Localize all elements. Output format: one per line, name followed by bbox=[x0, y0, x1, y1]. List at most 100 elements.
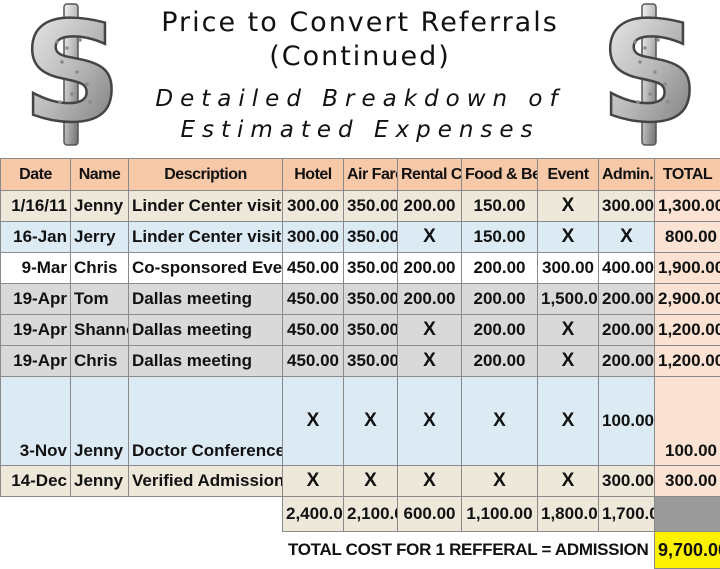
svg-text:S: S bbox=[22, 2, 121, 147]
cell-date: 1/16/11 bbox=[1, 191, 71, 222]
col-header-date: Date bbox=[1, 159, 71, 191]
table-row: 3-Nov Jenny Doctor Conference Call X X X… bbox=[1, 377, 720, 466]
svg-text:S: S bbox=[600, 2, 699, 147]
cell-date: 3-Nov bbox=[1, 377, 71, 466]
table-row: 19-Apr Shannon Dallas meeting 450.00 350… bbox=[1, 315, 720, 346]
cell-food-bev: X bbox=[462, 377, 538, 466]
cell-food-bev: 200.00 bbox=[462, 315, 538, 346]
cell-rental-car: X bbox=[398, 377, 462, 466]
title-line-2: (Continued) bbox=[110, 40, 610, 74]
totals-corner-cell bbox=[655, 497, 720, 532]
cell-hotel: 300.00 bbox=[283, 222, 344, 253]
cell-date: 19-Apr bbox=[1, 346, 71, 377]
grand-total-value: 9,700.00 bbox=[655, 532, 720, 569]
cell-total: 2,900.00 bbox=[655, 284, 720, 315]
cell-hotel: X bbox=[283, 466, 344, 497]
cell-food-bev: 150.00 bbox=[462, 191, 538, 222]
cell-name: Jerry bbox=[71, 222, 129, 253]
cell-name: Shannon bbox=[71, 315, 129, 346]
cell-name: Chris bbox=[71, 253, 129, 284]
col-header-hotel: Hotel bbox=[283, 159, 344, 191]
cell-admin: 400.00 bbox=[599, 253, 655, 284]
cell-description: Linder Center visit bbox=[129, 191, 283, 222]
cell-description: Dallas meeting bbox=[129, 315, 283, 346]
table-row: 19-Apr Chris Dallas meeting 450.00 350.0… bbox=[1, 346, 720, 377]
cell-description: Linder Center visit bbox=[129, 222, 283, 253]
col-header-event: Event bbox=[538, 159, 599, 191]
table-row: 14-Dec Jenny Verified Admission X X X X … bbox=[1, 466, 720, 497]
cell-date: 19-Apr bbox=[1, 284, 71, 315]
total-food-bev: 1,100.00 bbox=[462, 497, 538, 532]
table-row: 9-Mar Chris Co-sponsored Event 450.00 35… bbox=[1, 253, 720, 284]
cell-food-bev: 200.00 bbox=[462, 284, 538, 315]
grand-total-row: TOTAL COST FOR 1 REFFERAL = ADMISSION 9,… bbox=[1, 532, 720, 569]
col-header-admin: Admin. bbox=[599, 159, 655, 191]
cell-date: 16-Jan bbox=[1, 222, 71, 253]
col-header-description: Description bbox=[129, 159, 283, 191]
cell-rental-car: X bbox=[398, 222, 462, 253]
cell-event: 1,500.00 bbox=[538, 284, 599, 315]
cell-air-fare: 350.00 bbox=[344, 284, 398, 315]
total-air-fare: 2,100.00 bbox=[344, 497, 398, 532]
cell-description: Dallas meeting bbox=[129, 284, 283, 315]
cell-description: Co-sponsored Event bbox=[129, 253, 283, 284]
cell-total: 1,200.00 bbox=[655, 315, 720, 346]
total-admin: 1,700.00 bbox=[599, 497, 655, 532]
cell-date: 14-Dec bbox=[1, 466, 71, 497]
col-header-total: TOTAL bbox=[655, 159, 720, 191]
cell-hotel: 450.00 bbox=[283, 284, 344, 315]
totals-spacer bbox=[1, 497, 283, 532]
cell-event: X bbox=[538, 315, 599, 346]
cell-admin: X bbox=[599, 222, 655, 253]
page-subtitle: Detailed Breakdown of Estimated Expenses bbox=[110, 84, 610, 146]
total-hotel: 2,400.00 bbox=[283, 497, 344, 532]
cell-total: 1,900.00 bbox=[655, 253, 720, 284]
col-header-food-bev: Food & Bev. bbox=[462, 159, 538, 191]
cell-rental-car: 200.00 bbox=[398, 253, 462, 284]
cell-name: Chris bbox=[71, 346, 129, 377]
cell-name: Jenny bbox=[71, 377, 129, 466]
cell-rental-car: X bbox=[398, 466, 462, 497]
dollar-sign-icon: S bbox=[600, 2, 700, 147]
cell-rental-car: 200.00 bbox=[398, 284, 462, 315]
cell-air-fare: X bbox=[344, 377, 398, 466]
cell-food-bev: 200.00 bbox=[462, 253, 538, 284]
cell-event: X bbox=[538, 346, 599, 377]
cell-description: Doctor Conference Call bbox=[129, 377, 283, 466]
cell-total: 800.00 bbox=[655, 222, 720, 253]
cell-total: 1,200.00 bbox=[655, 346, 720, 377]
total-event: 1,800.00 bbox=[538, 497, 599, 532]
grand-total-spacer bbox=[1, 532, 283, 569]
cell-description: Verified Admission bbox=[129, 466, 283, 497]
expense-table: Date Name Description Hotel Air Fare Ren… bbox=[0, 158, 720, 569]
table-row: 19-Apr Tom Dallas meeting 450.00 350.00 … bbox=[1, 284, 720, 315]
cell-admin: 200.00 bbox=[599, 284, 655, 315]
cell-total: 300.00 bbox=[655, 466, 720, 497]
cell-air-fare: 350.00 bbox=[344, 253, 398, 284]
dollar-sign-icon: S bbox=[22, 2, 122, 147]
cell-food-bev: 150.00 bbox=[462, 222, 538, 253]
cell-hotel: 450.00 bbox=[283, 315, 344, 346]
cell-air-fare: 350.00 bbox=[344, 315, 398, 346]
grand-total-label: TOTAL COST FOR 1 REFFERAL = ADMISSION bbox=[283, 532, 655, 569]
table-row: 16-Jan Jerry Linder Center visit 300.00 … bbox=[1, 222, 720, 253]
cell-rental-car: X bbox=[398, 346, 462, 377]
cell-air-fare: 350.00 bbox=[344, 346, 398, 377]
cell-admin: 300.00 bbox=[599, 466, 655, 497]
cell-date: 19-Apr bbox=[1, 315, 71, 346]
cell-event: X bbox=[538, 222, 599, 253]
col-header-name: Name bbox=[71, 159, 129, 191]
cell-admin: 200.00 bbox=[599, 346, 655, 377]
cell-air-fare: X bbox=[344, 466, 398, 497]
cell-rental-car: X bbox=[398, 315, 462, 346]
cell-name: Tom bbox=[71, 284, 129, 315]
total-rental-car: 600.00 bbox=[398, 497, 462, 532]
subtitle-line-1: Detailed Breakdown of bbox=[110, 84, 610, 115]
cell-event: X bbox=[538, 466, 599, 497]
cell-hotel: 450.00 bbox=[283, 346, 344, 377]
cell-rental-car: 200.00 bbox=[398, 191, 462, 222]
col-header-rental-car: Rental Car bbox=[398, 159, 462, 191]
cell-event: 300.00 bbox=[538, 253, 599, 284]
cell-event: X bbox=[538, 191, 599, 222]
col-header-air-fare: Air Fare bbox=[344, 159, 398, 191]
